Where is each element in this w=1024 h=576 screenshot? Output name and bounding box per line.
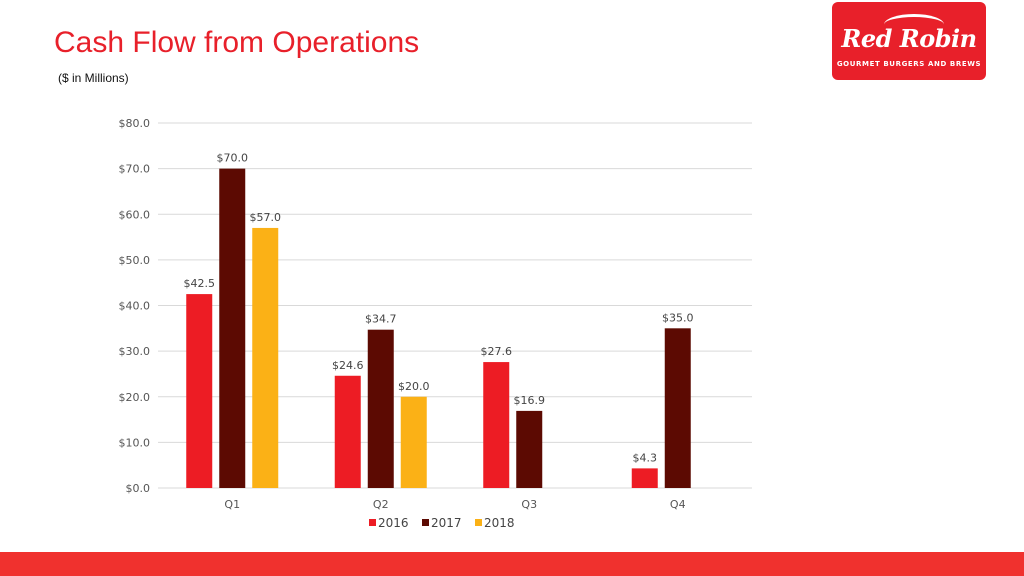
bar-2017-Q2 xyxy=(367,329,394,488)
brand-logo: Red Robin GOURMET BURGERS AND BREWS xyxy=(832,2,986,80)
legend-swatch-2018 xyxy=(475,519,482,526)
data-label: $27.6 xyxy=(481,345,513,358)
data-label: $35.0 xyxy=(662,311,694,324)
bar-2016-Q2 xyxy=(334,375,361,488)
y-tick-label: $60.0 xyxy=(119,208,151,221)
data-label: $4.3 xyxy=(633,451,658,464)
data-label: $24.6 xyxy=(332,359,364,372)
bar-2016-Q3 xyxy=(483,362,510,488)
logo-arc-icon xyxy=(884,14,944,35)
y-tick-label: $50.0 xyxy=(119,254,151,267)
data-label: $20.0 xyxy=(398,380,430,393)
y-tick-label: $0.0 xyxy=(126,482,151,495)
y-tick-label: $40.0 xyxy=(119,300,151,313)
x-tick-label: Q3 xyxy=(521,498,537,511)
bar-2017-Q3 xyxy=(516,410,543,488)
data-label: $57.0 xyxy=(250,211,282,224)
legend-swatch-2016 xyxy=(369,519,376,526)
y-tick-label: $80.0 xyxy=(119,117,151,130)
legend-label-2017: 2017 xyxy=(431,516,462,530)
legend-swatch-2017 xyxy=(422,519,429,526)
y-tick-label: $10.0 xyxy=(119,436,151,449)
bar-2018-Q1 xyxy=(252,227,279,488)
data-label: $16.9 xyxy=(514,394,546,407)
y-tick-label: $20.0 xyxy=(119,391,151,404)
logo-tagline: GOURMET BURGERS AND BREWS xyxy=(836,60,982,68)
legend-label-2016: 2016 xyxy=(378,516,409,530)
data-label: $34.7 xyxy=(365,313,397,326)
data-label: $42.5 xyxy=(184,277,216,290)
y-tick-label: $70.0 xyxy=(119,163,151,176)
bar-2016-Q4 xyxy=(631,468,658,488)
bar-2017-Q4 xyxy=(664,328,691,488)
x-tick-label: Q2 xyxy=(373,498,389,511)
page-subtitle: ($ in Millions) xyxy=(58,71,129,85)
legend-label-2018: 2018 xyxy=(484,516,515,530)
bar-2017-Q1 xyxy=(219,168,246,488)
bar-2016-Q1 xyxy=(186,294,213,488)
x-tick-label: Q1 xyxy=(224,498,240,511)
bar-2018-Q2 xyxy=(400,396,427,488)
logo-brand-name: Red Robin xyxy=(841,24,977,53)
x-tick-label: Q4 xyxy=(670,498,686,511)
footer-bar xyxy=(0,552,1024,576)
data-label: $70.0 xyxy=(217,152,249,165)
page-title: Cash Flow from Operations xyxy=(54,26,420,59)
y-tick-label: $30.0 xyxy=(119,345,151,358)
